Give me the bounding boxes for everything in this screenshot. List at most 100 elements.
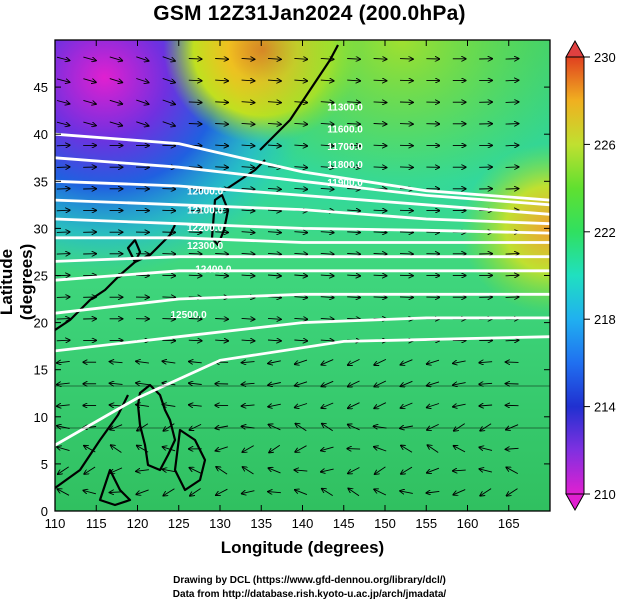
wind-arrow [294, 167, 307, 168]
wind-arrow [506, 448, 519, 449]
wind-arrow [163, 447, 176, 452]
wind-arrow [375, 466, 386, 474]
wind-arrow [188, 319, 202, 320]
wind-arrow [321, 469, 334, 472]
colorbar-tick-label: 222 [594, 225, 616, 240]
contour-label: 11900.0 [327, 178, 363, 189]
wind-arrow [189, 383, 202, 384]
wind-arrow [110, 383, 123, 384]
wind-arrow [215, 319, 228, 320]
wind-arrow [347, 319, 360, 320]
contour-label: 11800.0 [327, 160, 363, 171]
wind-arrow [242, 405, 255, 406]
wind-arrow [399, 124, 413, 125]
wind-arrow [321, 359, 334, 365]
y-tick-label: 30 [34, 221, 48, 236]
y-tick-label: 0 [41, 504, 48, 519]
wind-arrow [267, 58, 281, 59]
wind-arrow [216, 488, 228, 495]
wind-arrow [320, 167, 334, 168]
wind-arrow [427, 423, 439, 430]
wind-arrow [188, 232, 202, 233]
wind-arrow [321, 446, 334, 451]
height-contour-line [55, 156, 550, 207]
wind-arrow [294, 58, 307, 59]
wind-arrow [399, 254, 413, 255]
wind-arrow [399, 232, 413, 233]
colorbar-tick-label: 218 [594, 312, 616, 327]
wind-arrow [295, 445, 307, 452]
wind-arrow [295, 424, 307, 432]
wind-arrow [109, 56, 123, 61]
wind-arrow [374, 447, 387, 452]
wind-arrow [188, 124, 202, 125]
wind-arrow [215, 102, 228, 103]
wind-arrow [136, 121, 148, 126]
wind-arrow [373, 254, 387, 255]
wind-arrow [320, 318, 334, 319]
wind-arrow [294, 123, 307, 124]
wind-arrow [56, 340, 70, 341]
wind-arrow [401, 359, 413, 365]
y-tick-label: 15 [34, 363, 48, 378]
wind-arrow [215, 275, 228, 276]
wind-arrow [427, 467, 440, 473]
wind-arrow [136, 78, 148, 83]
x-axis: 110 115 120 125 130 135 140 145 150 155 160 165 [45, 40, 520, 531]
wind-arrow [320, 188, 334, 189]
wind-arrow [188, 210, 202, 211]
wind-arrow [188, 59, 202, 60]
wind-arrow [162, 361, 176, 363]
wind-arrow [110, 405, 123, 406]
height-contour-line [55, 335, 550, 447]
wind-arrow [162, 297, 175, 298]
wind-arrow [453, 404, 466, 407]
wind-arrow [215, 340, 228, 341]
wind-arrow [347, 167, 360, 168]
wind-arrow [215, 210, 228, 211]
wind-arrow [189, 423, 202, 430]
colorbar: 210 214 218 222 226 230 [565, 39, 616, 512]
wind-arrow [320, 297, 334, 298]
wind-arrow [241, 102, 255, 103]
wind-arrow [267, 210, 281, 211]
colorbar-max-triangle [565, 39, 585, 58]
wind-arrow [454, 423, 465, 431]
height-contour-line [55, 292, 550, 315]
wind-arrow [83, 56, 96, 61]
x-tick-label: 155 [415, 516, 437, 531]
height-contour-line [55, 198, 550, 226]
wind-arrow [241, 275, 255, 276]
wind-arrow [241, 232, 255, 233]
wind-arrow [188, 189, 202, 190]
wind-arrow [163, 488, 175, 496]
wind-arrow [267, 275, 281, 276]
wind-arrow [322, 489, 333, 496]
wind-arrow [373, 145, 387, 146]
height-contour-line [55, 316, 550, 353]
wind-arrow [58, 466, 69, 474]
wind-arrow [56, 254, 70, 255]
wind-arrow [348, 489, 360, 497]
wind-arrow [426, 491, 440, 493]
wind-arrow [453, 489, 466, 495]
contour-label: 11600.0 [327, 124, 363, 135]
wind-arrow [505, 59, 519, 60]
colorbar-tick-label: 210 [594, 487, 616, 502]
wind-arrow [347, 275, 360, 276]
wind-arrow [83, 78, 96, 83]
wind-arrow [294, 188, 307, 189]
wind-arrow [373, 102, 387, 103]
wind-arrow [347, 449, 361, 450]
wind-arrow [241, 58, 255, 59]
wind-arrow [190, 488, 201, 496]
wind-arrow [241, 80, 255, 81]
wind-arrow [188, 254, 202, 255]
wind-arrow [347, 59, 360, 60]
wind-arrow [56, 122, 70, 125]
wind-arrow [347, 102, 360, 103]
wind-arrow [453, 383, 466, 386]
wind-arrow [188, 340, 202, 341]
y-tick-label: 40 [34, 127, 48, 142]
wind-arrow [137, 423, 149, 431]
